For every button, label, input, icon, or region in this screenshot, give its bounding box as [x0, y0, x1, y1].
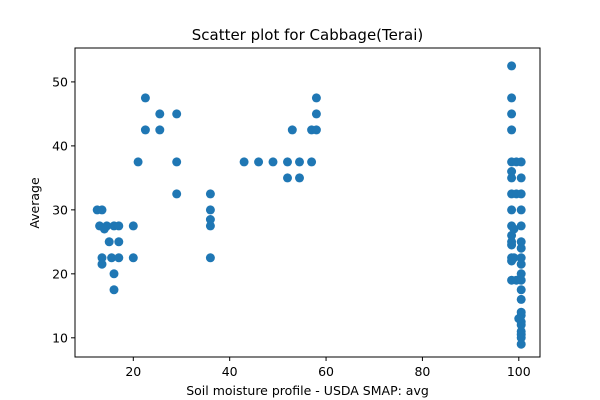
x-axis-ticks: 20 40 60 80 100 [125, 357, 531, 379]
data-point-42 [311, 125, 321, 135]
data-point-10 [107, 253, 117, 263]
data-point-6 [114, 221, 124, 231]
y-tick-label: 50 [52, 74, 68, 89]
y-tick-label: 20 [52, 266, 68, 281]
data-point-55 [507, 240, 517, 250]
data-point-45 [507, 109, 517, 119]
data-point-8 [97, 259, 107, 269]
data-point-38 [307, 157, 317, 167]
data-point-76 [516, 294, 526, 304]
data-point-21 [155, 125, 165, 135]
data-point-64 [516, 157, 526, 167]
data-point-17 [133, 157, 143, 167]
data-point-68 [516, 221, 526, 231]
data-point-28 [205, 221, 215, 231]
data-point-35 [287, 125, 297, 135]
data-point-43 [507, 61, 517, 71]
data-point-27 [205, 215, 215, 224]
data-point-71 [516, 253, 526, 263]
data-point-14 [109, 285, 119, 295]
data-point-20 [155, 109, 165, 119]
data-point-18 [140, 93, 150, 103]
chart-title: Scatter plot for Cabbage(Terai) [192, 26, 424, 44]
x-tick-label: 100 [507, 364, 531, 379]
data-point-23 [172, 157, 182, 167]
data-point-1 [97, 205, 107, 215]
data-point-24 [172, 189, 182, 199]
x-axis-label: Soil moisture profile - USDA SMAP: avg [186, 383, 429, 398]
x-tick-label: 40 [222, 364, 238, 379]
data-point-36 [295, 157, 304, 167]
data-point-48 [507, 167, 517, 176]
data-point-11 [114, 237, 124, 247]
data-point-4 [99, 224, 109, 234]
y-axis-ticks: 10 20 30 40 50 [52, 74, 75, 345]
data-point-22 [172, 109, 182, 119]
data-point-49 [507, 173, 517, 183]
data-point-12 [114, 253, 124, 263]
data-point-60 [509, 253, 519, 263]
data-point-51 [507, 205, 517, 215]
data-point-44 [507, 93, 517, 103]
data-point-85 [514, 314, 524, 324]
x-tick-label: 60 [318, 364, 334, 379]
data-point-31 [254, 157, 264, 167]
data-point-33 [283, 157, 292, 167]
data-point-7 [97, 253, 107, 263]
data-point-72 [516, 259, 526, 269]
data-point-30 [239, 157, 249, 167]
y-axis-label: Average [27, 177, 42, 229]
data-point-19 [140, 125, 150, 135]
data-point-65 [516, 173, 526, 183]
data-point-25 [205, 189, 215, 199]
data-point-15 [128, 221, 138, 231]
data-point-32 [268, 157, 278, 167]
y-tick-label: 10 [52, 330, 68, 345]
data-point-84 [516, 339, 526, 349]
data-point-41 [311, 109, 321, 119]
data-point-73 [516, 269, 526, 279]
y-tick-label: 40 [52, 138, 68, 153]
data-point-67 [516, 205, 526, 215]
data-point-13 [109, 269, 119, 279]
x-tick-label: 80 [414, 364, 430, 379]
data-point-74 [516, 275, 526, 285]
points-layer [92, 61, 526, 349]
data-point-40 [311, 93, 321, 103]
data-point-34 [283, 173, 292, 183]
data-point-66 [516, 189, 526, 199]
data-point-9 [104, 237, 114, 247]
data-point-16 [128, 253, 138, 263]
plot-frame [74, 47, 541, 358]
data-point-59 [509, 224, 519, 234]
data-point-37 [295, 173, 304, 183]
data-point-75 [516, 285, 526, 295]
data-point-69 [516, 237, 526, 247]
data-point-29 [205, 253, 215, 263]
x-tick-label: 20 [125, 364, 141, 379]
data-point-46 [507, 125, 517, 135]
data-point-70 [516, 243, 526, 253]
y-tick-label: 30 [52, 202, 68, 217]
data-point-26 [205, 205, 215, 215]
data-point-83 [516, 333, 526, 343]
